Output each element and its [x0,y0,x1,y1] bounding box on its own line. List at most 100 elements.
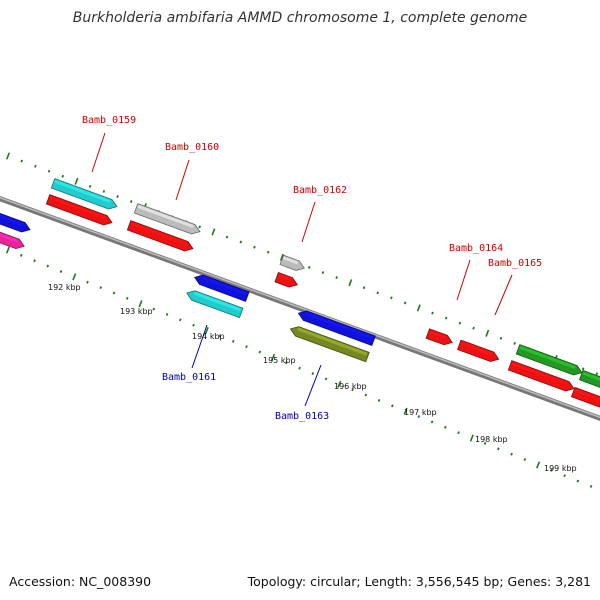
gene-arrow-highlight [0,222,19,243]
major-tick [204,327,209,335]
minor-tick [129,200,133,204]
minor-tick [362,286,366,290]
gene-arrow-highlight [283,256,299,265]
gene-arrow-body [194,274,250,302]
gene-feature-red[interactable] [507,360,575,394]
minor-tick [152,307,156,311]
minor-tick [417,415,421,419]
minor-tick [550,468,553,472]
gene-feature-magenta[interactable] [0,220,26,251]
minor-tick [390,296,393,300]
minor-tick [307,266,311,269]
leader-line [304,364,322,407]
gene-label-bamb-0161[interactable]: Bamb_0161 [162,372,216,383]
gene-label-bamb-0164[interactable]: Bamb_0164 [449,243,503,254]
gene-label-bamb-0159[interactable]: Bamb_0159 [82,115,136,126]
gene-label-bamb-0160[interactable]: Bamb_0160 [165,142,219,153]
major-tick [74,177,79,185]
minor-tick [198,225,201,229]
gene-arrow-highlight [137,204,194,229]
gene-arrow-highlight [193,291,241,312]
major-tick [469,434,474,442]
minor-tick [59,270,63,273]
genome-backbone [0,195,600,422]
minor-tick [165,313,169,316]
minor-tick [335,276,338,280]
minor-tick [324,377,328,381]
accession-text: Accession: NC_008390 [9,574,152,589]
gene-arrow-highlight [429,330,447,339]
minor-tick [19,253,23,257]
gene-arrow-highlight [511,361,568,386]
gene-feature-bamb-0161[interactable] [185,288,244,319]
map-title: Burkholderia ambifaria AMMD chromosome 1… [72,10,528,26]
minor-tick [444,316,448,320]
gene-label-bamb-0162[interactable]: Bamb_0162 [293,185,347,196]
minor-tick [497,447,500,451]
gene-arrow-body [0,220,25,250]
gene-feature-bamb-0164[interactable] [425,328,454,347]
minor-tick [112,291,116,295]
minor-tick [258,350,262,354]
gene-feature-bamb-0159[interactable] [50,178,118,212]
gene-feature-red[interactable] [45,194,113,228]
major-tick [72,273,77,281]
major-tick [416,304,421,312]
scale-label: 196 kbp [334,382,367,391]
gene-feature-blue[interactable] [193,273,250,302]
gene-feature-blue[interactable] [297,309,376,346]
gene-arrow-highlight [201,276,247,296]
gene-feature-red[interactable] [274,272,299,290]
major-tick [5,246,11,254]
gene-feature-green[interactable] [515,344,583,378]
major-tick [279,253,284,261]
gene-arrow-body [297,310,376,346]
gene-arrow-highlight [297,327,367,356]
minor-tick [499,336,503,340]
minor-tick [510,452,513,456]
gene-label-bamb-0163[interactable]: Bamb_0163 [275,411,329,422]
minor-tick [47,169,51,173]
gene-feature-bamb-0163[interactable] [289,324,370,363]
gene-feature-red[interactable] [570,386,600,410]
gene-arrow-body [0,201,31,233]
gene-arrow-highlight [574,388,600,403]
scale-label: 193 kbp [120,307,153,316]
minor-tick [523,458,527,461]
forward-leader-lines [91,132,513,316]
gene-feature-blue[interactable] [0,201,32,235]
gene-feature-bamb-0160[interactable] [133,203,201,237]
gene-label-bamb-0165[interactable]: Bamb_0165 [488,258,542,269]
minor-tick [116,195,119,198]
gene-feature-bamb-0162[interactable] [279,254,306,273]
major-tick [6,152,10,160]
major-tick [485,329,490,337]
gene-feature-red[interactable] [126,220,194,254]
gene-arrow-highlight [49,195,106,220]
leader-line [91,132,106,173]
minor-tick [245,345,248,349]
minor-tick [225,235,229,239]
minor-tick [33,259,36,263]
gene-feature-green[interactable] [578,369,600,393]
minor-tick [321,271,325,274]
minor-tick [46,264,50,268]
minor-tick [125,296,129,300]
scale-label: 198 kbp [475,435,508,444]
leader-line [494,274,513,316]
minor-tick [102,190,106,193]
major-tick [138,300,143,308]
gene-arrow-highlight [519,345,576,370]
gene-arrow-highlight [460,341,493,356]
scale-label: 194 kbp [192,332,225,341]
gene-arrow-highlight [277,273,292,282]
minor-tick [192,323,195,327]
minor-tick [391,404,394,408]
gene-feature-bamb-0165[interactable] [457,339,501,364]
minor-tick [88,184,92,188]
major-tick [211,228,216,236]
minor-tick [431,311,434,315]
minor-tick [285,361,288,365]
gene-arrow-highlight [0,202,24,227]
leader-line [456,259,471,301]
